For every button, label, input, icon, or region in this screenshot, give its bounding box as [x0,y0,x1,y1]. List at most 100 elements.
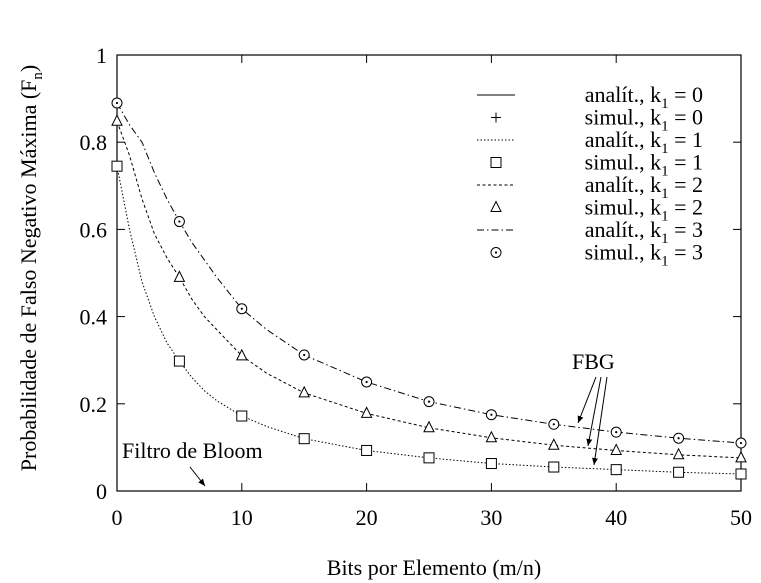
series-5-point [423,420,435,433]
y-tick-label: 0 [96,479,107,504]
legend-label-post: = 3 [669,240,703,265]
series-7-point [673,432,685,444]
legend-label-pre: simul., k [585,150,661,175]
y-axis-label-tail: ) [16,65,41,72]
series-5-point [111,114,123,126]
legend-label-sub: 1 [661,254,669,270]
series-7-point-dot [552,423,555,426]
series-5-point [672,447,685,460]
legend-label-1: simul., k1 = 0 [585,105,703,135]
legend-marker-5 [490,200,502,212]
legend-label-0: analít., k1 = 0 [585,82,703,112]
series-5-point [173,270,186,282]
series-7-point-dot [677,437,680,440]
legend-label-pre: analít., k [585,217,661,242]
series-5-point [235,348,248,361]
legend-label-pre: analít., k [585,127,661,152]
series-7-point-dot [490,413,493,416]
legend-label-5: simul., k1 = 2 [585,195,703,225]
y-axis-label-main: Probabilidade de Falso Negativo Máxima (… [16,80,41,472]
series-7-point [548,418,560,430]
legend-label-sub: 1 [661,119,669,135]
legend-label-post: = 0 [669,82,703,107]
series-7-point-dot [365,380,368,384]
legend-label-sub: 1 [661,96,669,112]
legend-label-6: analít., k1 = 3 [585,217,703,247]
series-7-point-dot [615,431,618,434]
legend-marker-7 [490,247,502,258]
series-5-point [610,443,623,455]
annotation-bloom: Filtro de Bloom [122,438,263,463]
legend-label-post: = 2 [669,172,703,197]
y-tick-label: 1 [96,43,107,68]
series-7-point-dot [739,441,743,445]
arrow-fbg-3 [592,376,608,466]
series-7-point [610,426,622,438]
legend-label-4: analít., k1 = 2 [585,172,703,202]
legend-label-post: = 3 [669,217,703,242]
x-tick-label: 40 [605,505,627,530]
series-7-point [298,349,310,361]
series-3-point [610,464,622,476]
legend-label-post: = 0 [669,105,703,130]
legend-label-pre: simul., k [585,195,661,220]
annotation-fbg: FBG [572,349,615,374]
series-7-point-dot [178,220,181,223]
series-3-point [361,444,373,456]
series-7-point [485,409,497,421]
series-3-point [423,452,435,464]
series-3-point [298,433,310,445]
series-5-point [360,406,373,418]
legend-label-sub: 1 [661,164,669,180]
series-3-point [548,461,560,473]
legend-label-sub: 1 [661,141,669,157]
legend-label-pre: analít., k [585,172,661,197]
x-axis-label: Bits por Elemento (m/n) [327,555,541,580]
y-axis-label-sub: n [30,72,46,80]
legend-label-sub: 1 [661,186,669,202]
series-markers [111,97,747,480]
x-tick-label: 0 [112,505,123,530]
legend-label-post: = 2 [669,195,703,220]
series-7-point [236,303,248,315]
legend-marker-7-dot [494,251,498,254]
series-7-point [173,216,185,228]
legend-label-sub: 1 [661,209,669,225]
legend-marker-3 [490,157,502,168]
y-axis-label: Probabilidade de Falso Negativo Máxima (… [16,65,46,471]
arrow-fbg-1 [577,376,597,424]
series-7-point [423,396,435,408]
legend-label-post: = 1 [669,127,703,152]
series-7-point-dot [115,101,119,105]
x-tick-label: 50 [730,505,752,530]
legend-label-2: analít., k1 = 1 [585,127,703,157]
series-5-point [485,430,498,443]
legend-label-sub: 1 [661,231,669,247]
series-5-point [298,385,311,398]
series-3-point [173,355,185,367]
series-7-point [361,376,373,388]
legend-marker-1 [491,112,501,123]
series-7-point-dot [240,307,243,310]
legend-label-7: simul., k1 = 3 [585,240,703,270]
series-5-point [547,438,560,450]
y-tick-label: 0.2 [80,392,108,417]
series-7-point [111,97,123,109]
series-line-6 [116,102,742,444]
arrow-fbg-2 [586,376,602,447]
series-7-point-dot [427,400,431,403]
y-tick-label: 0.4 [80,305,108,330]
series-5-point [735,450,747,463]
x-tick-label: 10 [231,505,253,530]
legend-label-3: simul., k1 = 1 [585,150,703,180]
series-3-point [673,466,685,478]
x-tick-label: 20 [356,505,378,530]
series-3-point [735,468,747,480]
legend-label-pre: analít., k [585,82,661,107]
series-line-2 [116,166,742,475]
legend-label-pre: simul., k [585,105,661,130]
series-7-point [735,437,747,449]
series-3-point [485,458,497,470]
